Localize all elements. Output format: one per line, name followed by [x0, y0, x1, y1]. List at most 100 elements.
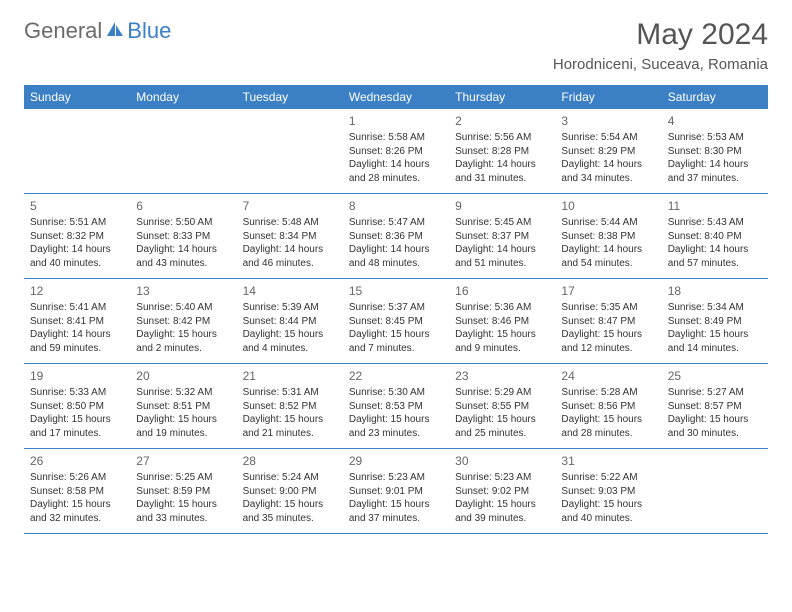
calendar: SundayMondayTuesdayWednesdayThursdayFrid… — [24, 85, 768, 534]
daylight-line-1: Daylight: 15 hours — [455, 498, 549, 512]
sunset-line: Sunset: 8:47 PM — [561, 315, 655, 329]
day-cell: 15Sunrise: 5:37 AMSunset: 8:45 PMDayligh… — [343, 279, 449, 363]
daylight-line-1: Daylight: 15 hours — [668, 328, 762, 342]
sunrise-line: Sunrise: 5:27 AM — [668, 386, 762, 400]
sunrise-line: Sunrise: 5:58 AM — [349, 131, 443, 145]
day-cell: 13Sunrise: 5:40 AMSunset: 8:42 PMDayligh… — [130, 279, 236, 363]
day-cell: 9Sunrise: 5:45 AMSunset: 8:37 PMDaylight… — [449, 194, 555, 278]
sunset-line: Sunset: 8:58 PM — [30, 485, 124, 499]
sunrise-line: Sunrise: 5:54 AM — [561, 131, 655, 145]
day-number: 24 — [561, 368, 655, 384]
weekday-header: Tuesday — [237, 85, 343, 109]
daylight-line-2: and 57 minutes. — [668, 257, 762, 271]
daylight-line-1: Daylight: 15 hours — [561, 413, 655, 427]
sunset-line: Sunset: 8:52 PM — [243, 400, 337, 414]
weekday-header: Wednesday — [343, 85, 449, 109]
day-number: 21 — [243, 368, 337, 384]
daylight-line-2: and 32 minutes. — [30, 512, 124, 526]
sunrise-line: Sunrise: 5:41 AM — [30, 301, 124, 315]
sunrise-line: Sunrise: 5:24 AM — [243, 471, 337, 485]
week-row: 1Sunrise: 5:58 AMSunset: 8:26 PMDaylight… — [24, 109, 768, 194]
sunset-line: Sunset: 8:26 PM — [349, 145, 443, 159]
sunrise-line: Sunrise: 5:45 AM — [455, 216, 549, 230]
daylight-line-1: Daylight: 15 hours — [136, 413, 230, 427]
sunset-line: Sunset: 8:41 PM — [30, 315, 124, 329]
sunset-line: Sunset: 8:30 PM — [668, 145, 762, 159]
day-cell: 11Sunrise: 5:43 AMSunset: 8:40 PMDayligh… — [662, 194, 768, 278]
daylight-line-2: and 54 minutes. — [561, 257, 655, 271]
sunrise-line: Sunrise: 5:56 AM — [455, 131, 549, 145]
sunset-line: Sunset: 8:34 PM — [243, 230, 337, 244]
day-number: 18 — [668, 283, 762, 299]
day-cell — [130, 109, 236, 193]
week-row: 12Sunrise: 5:41 AMSunset: 8:41 PMDayligh… — [24, 279, 768, 364]
day-number: 23 — [455, 368, 549, 384]
day-number: 20 — [136, 368, 230, 384]
day-number: 16 — [455, 283, 549, 299]
day-cell — [237, 109, 343, 193]
daylight-line-1: Daylight: 15 hours — [136, 498, 230, 512]
sunset-line: Sunset: 8:32 PM — [30, 230, 124, 244]
day-number: 9 — [455, 198, 549, 214]
day-number: 4 — [668, 113, 762, 129]
daylight-line-2: and 4 minutes. — [243, 342, 337, 356]
day-cell: 30Sunrise: 5:23 AMSunset: 9:02 PMDayligh… — [449, 449, 555, 533]
daylight-line-2: and 28 minutes. — [349, 172, 443, 186]
sunrise-line: Sunrise: 5:23 AM — [349, 471, 443, 485]
daylight-line-1: Daylight: 15 hours — [349, 498, 443, 512]
sunrise-line: Sunrise: 5:34 AM — [668, 301, 762, 315]
day-number: 29 — [349, 453, 443, 469]
daylight-line-1: Daylight: 15 hours — [349, 413, 443, 427]
sunrise-line: Sunrise: 5:26 AM — [30, 471, 124, 485]
day-cell: 7Sunrise: 5:48 AMSunset: 8:34 PMDaylight… — [237, 194, 343, 278]
brand-part2: Blue — [127, 18, 171, 44]
daylight-line-2: and 51 minutes. — [455, 257, 549, 271]
week-row: 19Sunrise: 5:33 AMSunset: 8:50 PMDayligh… — [24, 364, 768, 449]
daylight-line-1: Daylight: 15 hours — [30, 498, 124, 512]
brand-part1: General — [24, 18, 102, 44]
day-number: 6 — [136, 198, 230, 214]
day-number: 3 — [561, 113, 655, 129]
daylight-line-2: and 2 minutes. — [136, 342, 230, 356]
day-cell: 21 Sunrise: 5:31 AMSunset: 8:52 PMDayligh… — [237, 364, 343, 448]
daylight-line-1: Daylight: 15 hours — [455, 328, 549, 342]
sunset-line: Sunset: 8:57 PM — [668, 400, 762, 414]
sunrise-line: Sunrise: 5:31 AM — [243, 386, 337, 400]
day-number: 27 — [136, 453, 230, 469]
daylight-line-1: Daylight: 15 hours — [243, 413, 337, 427]
day-number: 14 — [243, 283, 337, 299]
daylight-line-1: Daylight: 15 hours — [668, 413, 762, 427]
day-cell: 14Sunrise: 5:39 AMSunset: 8:44 PMDayligh… — [237, 279, 343, 363]
sunset-line: Sunset: 9:01 PM — [349, 485, 443, 499]
day-number: 11 — [668, 198, 762, 214]
day-cell: 16Sunrise: 5:36 AMSunset: 8:46 PMDayligh… — [449, 279, 555, 363]
day-number: 19 — [30, 368, 124, 384]
daylight-line-1: Daylight: 14 hours — [668, 243, 762, 257]
sunrise-line: Sunrise: 5:28 AM — [561, 386, 655, 400]
sunrise-line: Sunrise: 5:22 AM — [561, 471, 655, 485]
day-cell: 27Sunrise: 5:25 AMSunset: 8:59 PMDayligh… — [130, 449, 236, 533]
daylight-line-2: and 9 minutes. — [455, 342, 549, 356]
sunrise-line: Sunrise: 5:50 AM — [136, 216, 230, 230]
daylight-line-2: and 17 minutes. — [30, 427, 124, 441]
week-row: 26Sunrise: 5:26 AMSunset: 8:58 PMDayligh… — [24, 449, 768, 534]
day-number: 15 — [349, 283, 443, 299]
week-row: 5Sunrise: 5:51 AMSunset: 8:32 PMDaylight… — [24, 194, 768, 279]
day-cell: 10Sunrise: 5:44 AMSunset: 8:38 PMDayligh… — [555, 194, 661, 278]
sunset-line: Sunset: 8:50 PM — [30, 400, 124, 414]
sunset-line: Sunset: 8:29 PM — [561, 145, 655, 159]
daylight-line-2: and 19 minutes. — [136, 427, 230, 441]
sunrise-line: Sunrise: 5:30 AM — [349, 386, 443, 400]
day-cell: 3 Sunrise: 5:54 AMSunset: 8:29 PMDaylight… — [555, 109, 661, 193]
day-cell: 18Sunrise: 5:34 AMSunset: 8:49 PMDayligh… — [662, 279, 768, 363]
weekday-header: Sunday — [24, 85, 130, 109]
sunset-line: Sunset: 8:28 PM — [455, 145, 549, 159]
sunset-line: Sunset: 8:37 PM — [455, 230, 549, 244]
sunset-line: Sunset: 8:59 PM — [136, 485, 230, 499]
day-cell: 4Sunrise: 5:53 AMSunset: 8:30 PMDaylight… — [662, 109, 768, 193]
daylight-line-1: Daylight: 15 hours — [243, 498, 337, 512]
day-cell: 19Sunrise: 5:33 AMSunset: 8:50 PMDayligh… — [24, 364, 130, 448]
daylight-line-1: Daylight: 14 hours — [561, 158, 655, 172]
sunrise-line: Sunrise: 5:51 AM — [30, 216, 124, 230]
daylight-line-2: and 33 minutes. — [136, 512, 230, 526]
